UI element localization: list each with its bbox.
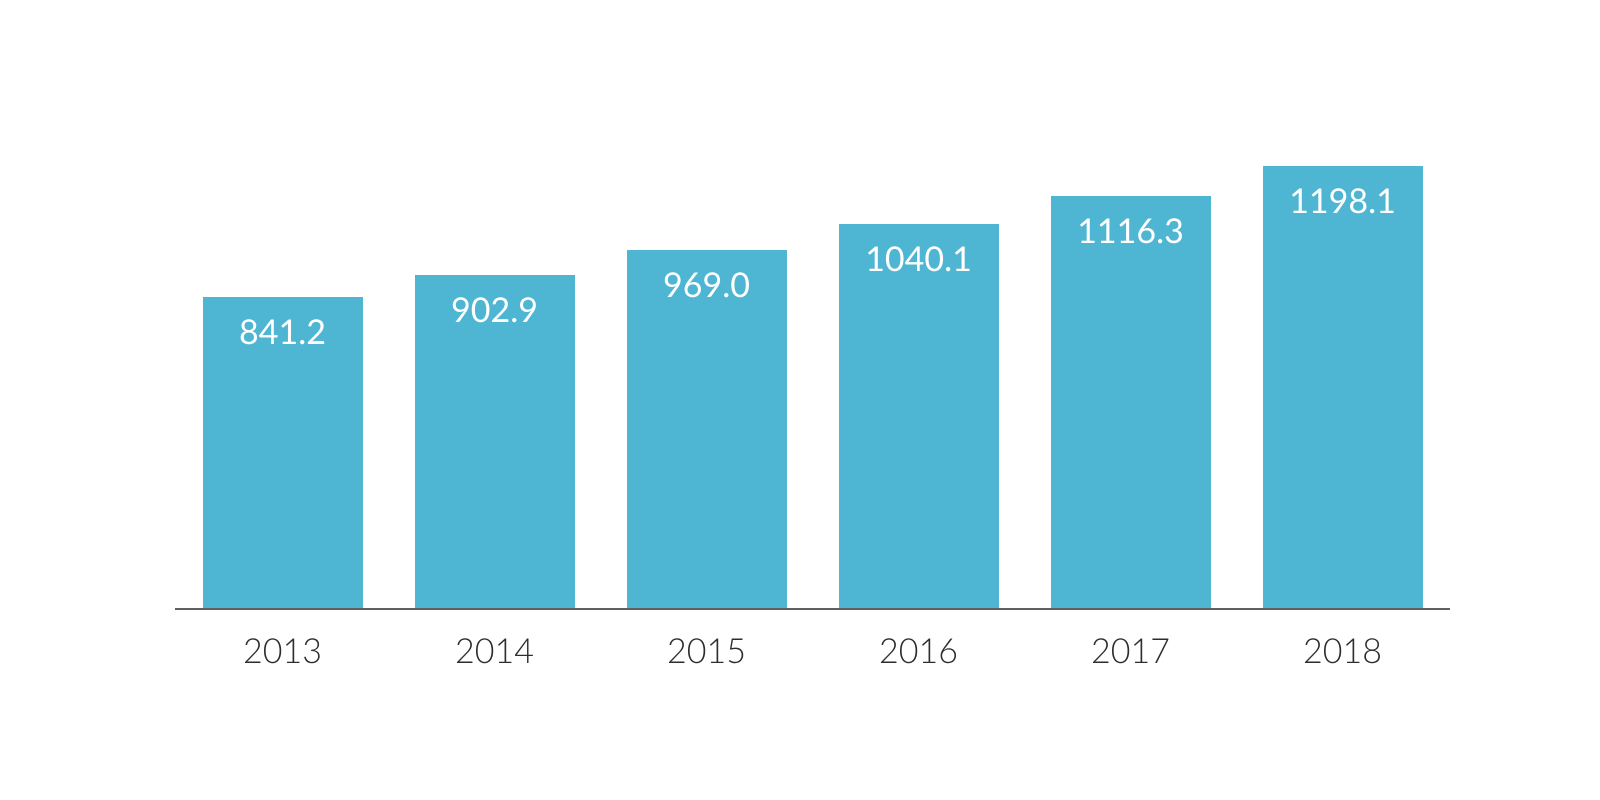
x-axis-label: 2017 — [1091, 630, 1170, 671]
bar-value-label: 1116.3 — [1077, 210, 1184, 251]
bar-group: 969.0 — [627, 250, 787, 608]
bar-value-label: 969.0 — [663, 264, 750, 305]
x-axis-label: 2016 — [879, 630, 958, 671]
bar: 902.9 — [415, 275, 575, 608]
bar-group: 1198.1 — [1263, 166, 1423, 608]
bar-group: 902.9 — [415, 275, 575, 608]
x-axis-label: 2013 — [243, 630, 322, 671]
bar: 1116.3 — [1051, 196, 1211, 608]
bar: 841.2 — [203, 297, 363, 608]
bar: 1040.1 — [839, 224, 999, 608]
bar-group: 1116.3 — [1051, 196, 1211, 608]
bar-group: 1040.1 — [839, 224, 999, 608]
x-axis-label: 2018 — [1303, 630, 1382, 671]
bar-value-label: 1040.1 — [865, 238, 972, 279]
bar: 969.0 — [627, 250, 787, 608]
x-axis-label: 2014 — [455, 630, 534, 671]
x-axis-label: 2015 — [667, 630, 746, 671]
bar: 1198.1 — [1263, 166, 1423, 608]
bar-value-label: 841.2 — [239, 311, 326, 352]
plot-area: 841.2 902.9 969.0 1040.1 1116.3 1198.1 — [175, 130, 1450, 610]
bar-group: 841.2 — [203, 297, 363, 608]
bar-value-label: 902.9 — [451, 289, 538, 330]
x-axis-labels: 2013 2014 2015 2016 2017 2018 — [175, 610, 1450, 670]
bar-value-label: 1198.1 — [1289, 180, 1396, 221]
bar-chart: 841.2902.9969.01040.11116.31198.1 201320… — [175, 130, 1450, 690]
